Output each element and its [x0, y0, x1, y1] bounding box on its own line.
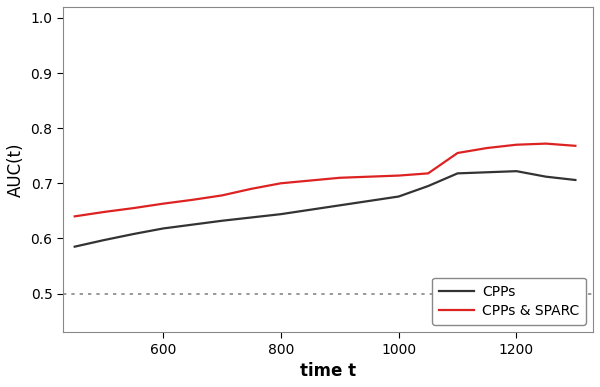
CPPs & SPARC [425, 171, 432, 176]
CPPs & SPARC [71, 214, 78, 219]
CPPs [277, 212, 284, 216]
Y-axis label: AUC(t): AUC(t) [7, 142, 25, 197]
CPPs [425, 184, 432, 188]
CPPs [160, 226, 167, 231]
CPPs [513, 169, 520, 173]
CPPs [336, 203, 343, 208]
CPPs [189, 222, 196, 227]
CPPs & SPARC [572, 144, 579, 148]
CPPs [71, 244, 78, 249]
CPPs & SPARC [160, 201, 167, 206]
CPPs & SPARC [484, 146, 491, 150]
Line: CPPs & SPARC: CPPs & SPARC [74, 144, 575, 216]
X-axis label: time t: time t [300, 362, 356, 380]
CPPs & SPARC [277, 181, 284, 186]
CPPs [484, 170, 491, 175]
CPPs & SPARC [307, 178, 314, 183]
CPPs & SPARC [336, 175, 343, 180]
CPPs [101, 238, 108, 242]
CPPs & SPARC [248, 187, 255, 191]
CPPs & SPARC [395, 173, 402, 178]
CPPs [542, 175, 550, 179]
Line: CPPs: CPPs [74, 171, 575, 247]
CPPs [218, 218, 226, 223]
CPPs [454, 171, 461, 176]
CPPs & SPARC [101, 210, 108, 214]
CPPs [395, 194, 402, 199]
Legend: CPPs, CPPs & SPARC: CPPs, CPPs & SPARC [432, 278, 586, 325]
CPPs [572, 178, 579, 182]
CPPs & SPARC [542, 141, 550, 146]
CPPs & SPARC [189, 197, 196, 202]
CPPs & SPARC [218, 193, 226, 198]
CPPs [248, 215, 255, 220]
CPPs [307, 207, 314, 212]
CPPs & SPARC [130, 206, 137, 211]
CPPs & SPARC [454, 151, 461, 155]
CPPs [365, 199, 373, 203]
CPPs & SPARC [365, 175, 373, 179]
CPPs [130, 232, 137, 236]
CPPs & SPARC [513, 142, 520, 147]
